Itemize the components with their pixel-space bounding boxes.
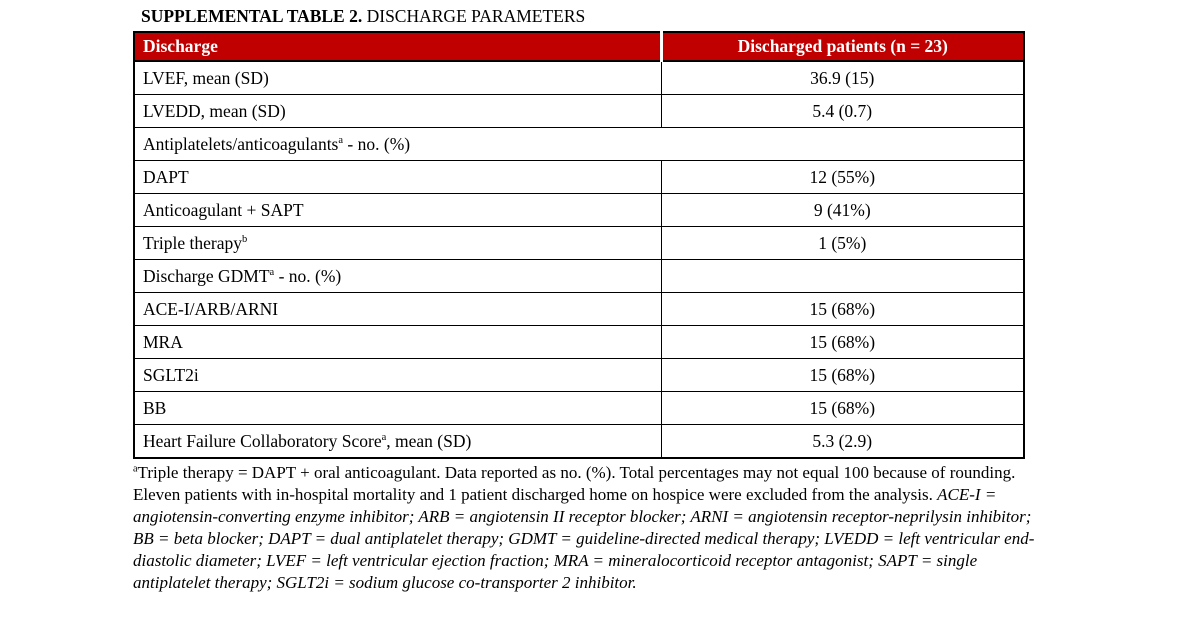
row-label: Triple therapyb [133,226,662,260]
row-label: DAPT [133,160,662,194]
row-value: 9 (41%) [660,193,1025,227]
row-label: SGLT2i [133,358,662,392]
document: SUPPLEMENTAL TABLE 2. DISCHARGE PARAMETE… [133,5,1055,594]
table-row: MRA 15 (68%) [133,325,1025,359]
table-row: BB 15 (68%) [133,391,1025,425]
table-row: Triple therapyb 1 (5%) [133,226,1025,260]
row-label: LVEDD, mean (SD) [133,94,662,128]
row-value [660,259,1025,293]
row-label: Heart Failure Collaboratory Scorea, mean… [133,424,662,459]
discharge-parameters-table: Discharge Discharged patients (n = 23) L… [133,31,1025,459]
table-row: SGLT2i 15 (68%) [133,358,1025,392]
table-section-row: Discharge GDMTa - no. (%) [133,259,1025,293]
row-value: 5.4 (0.7) [660,94,1025,128]
row-label: Discharge GDMTa - no. (%) [133,259,662,293]
footnote-marker: a [338,134,344,146]
footnote-marker: a [381,431,387,443]
table-row: LVEF, mean (SD) 36.9 (15) [133,60,1025,95]
table-row: Heart Failure Collaboratory Scorea, mean… [133,424,1025,459]
table-row: DAPT 12 (55%) [133,160,1025,194]
table-row: LVEDD, mean (SD) 5.4 (0.7) [133,94,1025,128]
row-value: 5.3 (2.9) [660,424,1025,459]
row-value: 36.9 (15) [660,60,1025,95]
header-cell-discharge: Discharge [133,31,662,62]
table-footnote: aTriple therapy = DAPT + oral anticoagul… [133,462,1055,594]
row-value: 12 (55%) [660,160,1025,194]
row-label: MRA [133,325,662,359]
table-header-row: Discharge Discharged patients (n = 23) [133,31,1025,62]
footnote-marker: a [269,266,275,278]
table-row: ACE-I/ARB/ARNI 15 (68%) [133,292,1025,326]
row-label: ACE-I/ARB/ARNI [133,292,662,326]
row-value: 15 (68%) [660,325,1025,359]
footnote-abbreviations: ACE-I = angiotensin-converting enzyme in… [133,485,1035,592]
row-value: 15 (68%) [660,292,1025,326]
table-row: Anticoagulant + SAPT 9 (41%) [133,193,1025,227]
footnote-text: Triple therapy = DAPT + oral anticoagula… [133,463,1016,504]
row-value: 1 (5%) [660,226,1025,260]
row-label: LVEF, mean (SD) [133,60,662,95]
footnote-marker: b [242,233,248,245]
table-section-row: Antiplatelets/anticoagulantsa - no. (%) [133,127,1025,161]
row-label: Antiplatelets/anticoagulantsa - no. (%) [133,127,1025,161]
footnote-marker: a [133,463,138,475]
row-value: 15 (68%) [660,391,1025,425]
table-title: SUPPLEMENTAL TABLE 2. DISCHARGE PARAMETE… [133,5,1055,27]
header-cell-discharged-patients: Discharged patients (n = 23) [659,31,1025,62]
row-label: BB [133,391,662,425]
row-value: 15 (68%) [660,358,1025,392]
table-title-number: SUPPLEMENTAL TABLE 2. [141,6,363,26]
table-title-text: DISCHARGE PARAMETERS [362,6,586,26]
row-label: Anticoagulant + SAPT [133,193,662,227]
